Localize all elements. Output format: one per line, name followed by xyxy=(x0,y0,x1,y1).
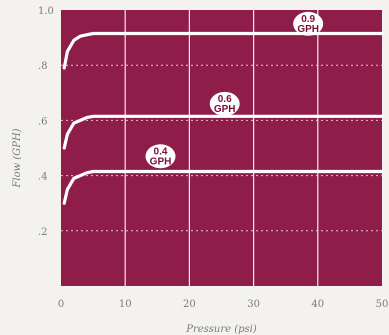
x-tick-label: 0 xyxy=(58,299,64,310)
vertical-gridlines xyxy=(124,10,319,286)
series-label-text: 0.4 xyxy=(154,146,168,157)
horizontal-gridlines xyxy=(61,64,382,232)
y-tick-label: .2 xyxy=(38,227,48,238)
y-tick-label: 1.0 xyxy=(38,6,54,17)
series-curves xyxy=(62,31,384,205)
series-label-text: GPH xyxy=(297,24,319,35)
y-tick-label: .8 xyxy=(38,61,48,72)
series-label-text: GPH xyxy=(214,104,236,115)
x-tick-labels: 0 10 20 30 40 50 xyxy=(58,299,389,310)
series-label-text: GPH xyxy=(150,156,172,167)
plot-area xyxy=(61,10,382,286)
series-label-badge xyxy=(145,144,176,169)
series-label-text: 0.6 xyxy=(218,94,232,105)
series-curve-0 xyxy=(62,169,384,205)
x-tick-label: 50 xyxy=(376,299,389,310)
series-curve-2 xyxy=(62,31,384,70)
x-tick-label: 40 xyxy=(311,299,324,310)
series-label-text: 0.9 xyxy=(301,14,315,25)
x-tick-label: 30 xyxy=(247,299,260,310)
x-tick-label: 20 xyxy=(183,299,196,310)
series-label-badge xyxy=(293,11,324,36)
series-label-badge xyxy=(209,91,240,116)
x-tick-label: 10 xyxy=(119,299,132,310)
series-curve-1 xyxy=(62,114,384,150)
y-tick-label: .6 xyxy=(38,116,48,127)
x-axis-title: Pressure (psi) xyxy=(185,324,257,335)
y-tick-label: .4 xyxy=(38,172,48,183)
y-tick-labels: .2 .4 .6 .8 1.0 xyxy=(38,6,54,238)
y-axis-title: Flow (GPH) xyxy=(12,128,23,188)
